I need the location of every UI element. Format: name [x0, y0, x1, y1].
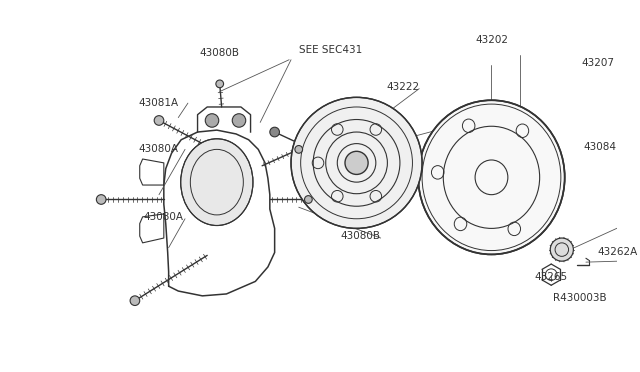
Circle shape [154, 116, 164, 125]
Text: 43202: 43202 [475, 35, 508, 45]
Text: R430003B: R430003B [554, 293, 607, 303]
Text: 43080B: 43080B [199, 48, 239, 58]
Circle shape [130, 296, 140, 305]
Text: 43084: 43084 [583, 142, 616, 153]
Ellipse shape [418, 100, 564, 254]
Circle shape [205, 114, 219, 127]
Circle shape [97, 195, 106, 204]
Circle shape [291, 97, 422, 228]
Text: SEE SEC431: SEE SEC431 [299, 45, 362, 55]
Text: 43222: 43222 [386, 82, 419, 92]
Text: 43207: 43207 [581, 58, 614, 68]
Text: 43265: 43265 [534, 272, 568, 282]
Text: 43081A: 43081A [138, 98, 179, 108]
Circle shape [232, 114, 246, 127]
Circle shape [216, 80, 223, 88]
Circle shape [550, 238, 573, 261]
Circle shape [270, 127, 280, 137]
Text: 43080B: 43080B [340, 231, 381, 241]
Ellipse shape [180, 139, 253, 225]
Text: 43080A: 43080A [143, 212, 183, 222]
Text: 43080A: 43080A [138, 144, 179, 154]
Text: 43262A: 43262A [598, 247, 637, 257]
Circle shape [305, 196, 312, 203]
Circle shape [345, 151, 368, 174]
Circle shape [295, 145, 303, 153]
